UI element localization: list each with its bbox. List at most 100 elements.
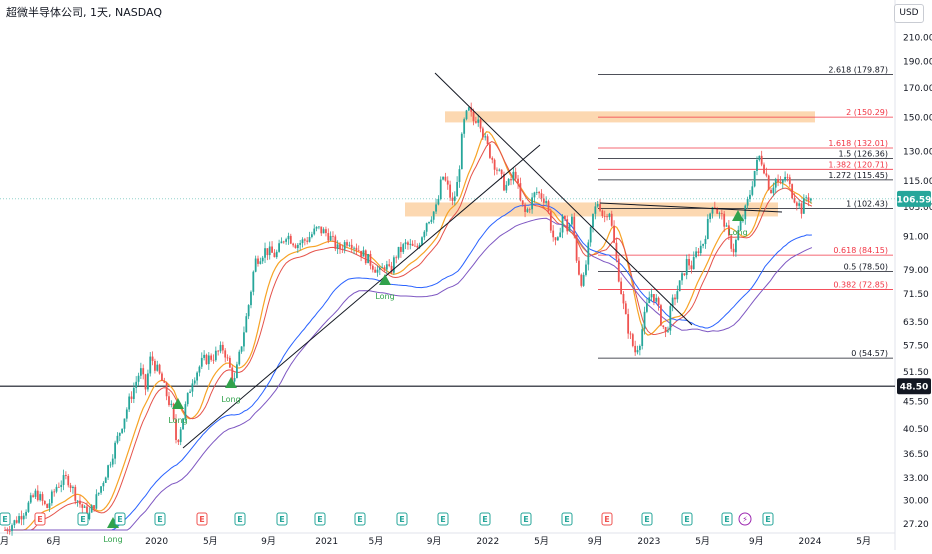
- candle-body: [210, 355, 213, 360]
- ma-orange-line: [5, 131, 813, 531]
- candle-body: [118, 432, 121, 436]
- candle-body: [500, 169, 503, 175]
- candle-body: [170, 403, 173, 405]
- candle-body: [416, 245, 419, 248]
- candle-body: [587, 242, 590, 265]
- earnings-event-marker: [601, 512, 613, 526]
- candle-body: [142, 368, 145, 375]
- x-tick-label: 9月: [261, 536, 276, 547]
- candle-body: [97, 492, 100, 495]
- candle-body: [706, 218, 709, 239]
- lower-zone: [405, 202, 778, 217]
- candle-body: [716, 208, 719, 214]
- candles-group: [4, 102, 812, 536]
- candle-body: [549, 211, 552, 231]
- candle-body: [517, 178, 519, 184]
- candle-body: [435, 204, 437, 212]
- candle-body: [512, 171, 515, 181]
- candle-body: [711, 207, 714, 214]
- y-tick-label: 33.00: [903, 474, 929, 484]
- candle-body: [756, 159, 758, 171]
- y-tick-label: 170.00: [903, 84, 932, 94]
- trend-line-neckline: [599, 202, 783, 213]
- candle-body: [125, 409, 128, 419]
- candle-body: [233, 378, 236, 382]
- candle-body: [325, 229, 327, 234]
- candle-body: [552, 230, 555, 238]
- candle-body: [578, 260, 580, 275]
- fib-level-label: 0.618 (84.15): [833, 246, 888, 255]
- y-tick-label: 40.50: [903, 425, 929, 435]
- earnings-event-label: E: [644, 515, 649, 524]
- earnings-event-label: E: [237, 515, 242, 524]
- candle-body: [238, 351, 241, 365]
- x-tick-label: 2022: [476, 537, 499, 547]
- earnings-event-label: E: [724, 515, 729, 524]
- candle-body: [245, 316, 248, 333]
- candle-body: [681, 273, 683, 281]
- candle-body: [306, 240, 309, 242]
- candle-body: [32, 495, 35, 497]
- candle-body: [606, 216, 608, 218]
- candle-body: [88, 512, 91, 519]
- fib-level-label: 0.5 (78.50): [844, 263, 888, 272]
- candle-body: [418, 244, 421, 248]
- candle-body: [301, 239, 304, 244]
- candle-body: [55, 486, 58, 492]
- candle-body: [93, 505, 95, 509]
- candle-body: [219, 344, 222, 352]
- candle-body: [39, 494, 42, 501]
- fib-level-label: 1 (102.43): [846, 199, 888, 208]
- candle-body: [496, 169, 498, 171]
- candle-body: [428, 221, 430, 224]
- candle-body: [390, 265, 393, 273]
- candle-body: [596, 204, 599, 207]
- candle-body: [264, 248, 266, 258]
- candle-body: [121, 428, 124, 433]
- candle-body: [498, 169, 501, 171]
- fib-level-label: 2 (150.29): [846, 108, 888, 117]
- candle-body: [479, 119, 482, 129]
- candle-body: [774, 179, 777, 188]
- candle-body: [648, 297, 651, 304]
- currency-button[interactable]: USD: [894, 4, 924, 23]
- candle-body: [128, 396, 131, 410]
- candle-body: [76, 500, 79, 502]
- candle-body: [355, 247, 358, 251]
- candle-body: [430, 219, 433, 222]
- earnings-event-marker: [479, 512, 491, 526]
- earnings-event-label: E: [357, 515, 362, 524]
- candle-body: [111, 458, 114, 465]
- candle-body: [177, 440, 180, 443]
- candle-body: [189, 391, 191, 393]
- candle-body: [371, 265, 374, 270]
- candle-body: [690, 265, 693, 270]
- earnings-event-label: E: [80, 515, 85, 524]
- candle-body: [104, 477, 107, 483]
- x-tick-label: 5月: [856, 536, 871, 547]
- candle-body: [67, 475, 70, 486]
- earnings-event-label: E: [399, 515, 404, 524]
- candle-body: [528, 209, 531, 211]
- earnings-event-marker: [234, 512, 246, 526]
- earnings-event-label: E: [604, 515, 609, 524]
- candle-body: [599, 204, 601, 211]
- candle-body: [313, 228, 316, 235]
- candle-body: [20, 516, 23, 520]
- candle-body: [695, 251, 697, 258]
- candle-body: [132, 387, 135, 399]
- candle-body: [72, 486, 74, 489]
- candle-body: [392, 257, 395, 273]
- candle-body: [107, 465, 109, 478]
- candle-body: [172, 403, 175, 420]
- candle-body: [191, 383, 194, 392]
- candle-body: [653, 294, 655, 302]
- candle-body: [409, 243, 412, 245]
- long-signal-label: Long: [728, 228, 747, 237]
- candle-body: [477, 119, 480, 123]
- earnings-event-label: ⚡: [742, 515, 748, 524]
- candle-body: [13, 520, 16, 526]
- candle-body: [364, 250, 367, 264]
- candle-body: [273, 252, 276, 258]
- earnings-event-marker: [77, 512, 89, 526]
